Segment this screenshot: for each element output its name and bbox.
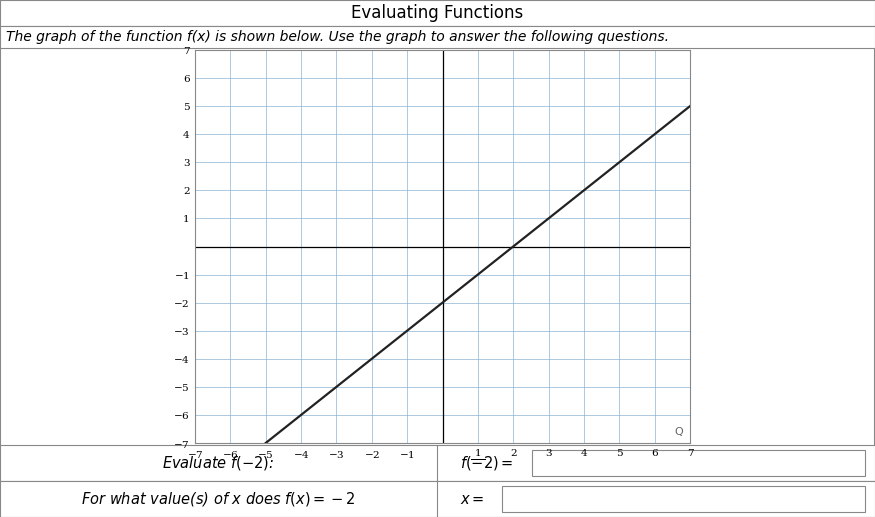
Bar (0, 26, 875, 48)
Text: Evaluate $f(-2)$:: Evaluate $f(-2)$: (162, 454, 275, 472)
Bar (0, 481, 875, 517)
Bar (502, 486, 865, 512)
Bar (0, 0, 875, 26)
Text: $f(\overline{-}2) =$: $f(\overline{-}2) =$ (460, 454, 514, 472)
Bar (532, 450, 865, 476)
Bar (0, 445, 875, 481)
Text: $x =$: $x =$ (459, 492, 484, 507)
Text: Q: Q (674, 428, 682, 437)
Text: For what value(s) of $x$ does $f(x) = -2$: For what value(s) of $x$ does $f(x) = -2… (81, 490, 356, 508)
Text: Evaluating Functions: Evaluating Functions (351, 4, 523, 22)
Text: The graph of the function f(x) is shown below. Use the graph to answer the follo: The graph of the function f(x) is shown … (6, 30, 669, 44)
